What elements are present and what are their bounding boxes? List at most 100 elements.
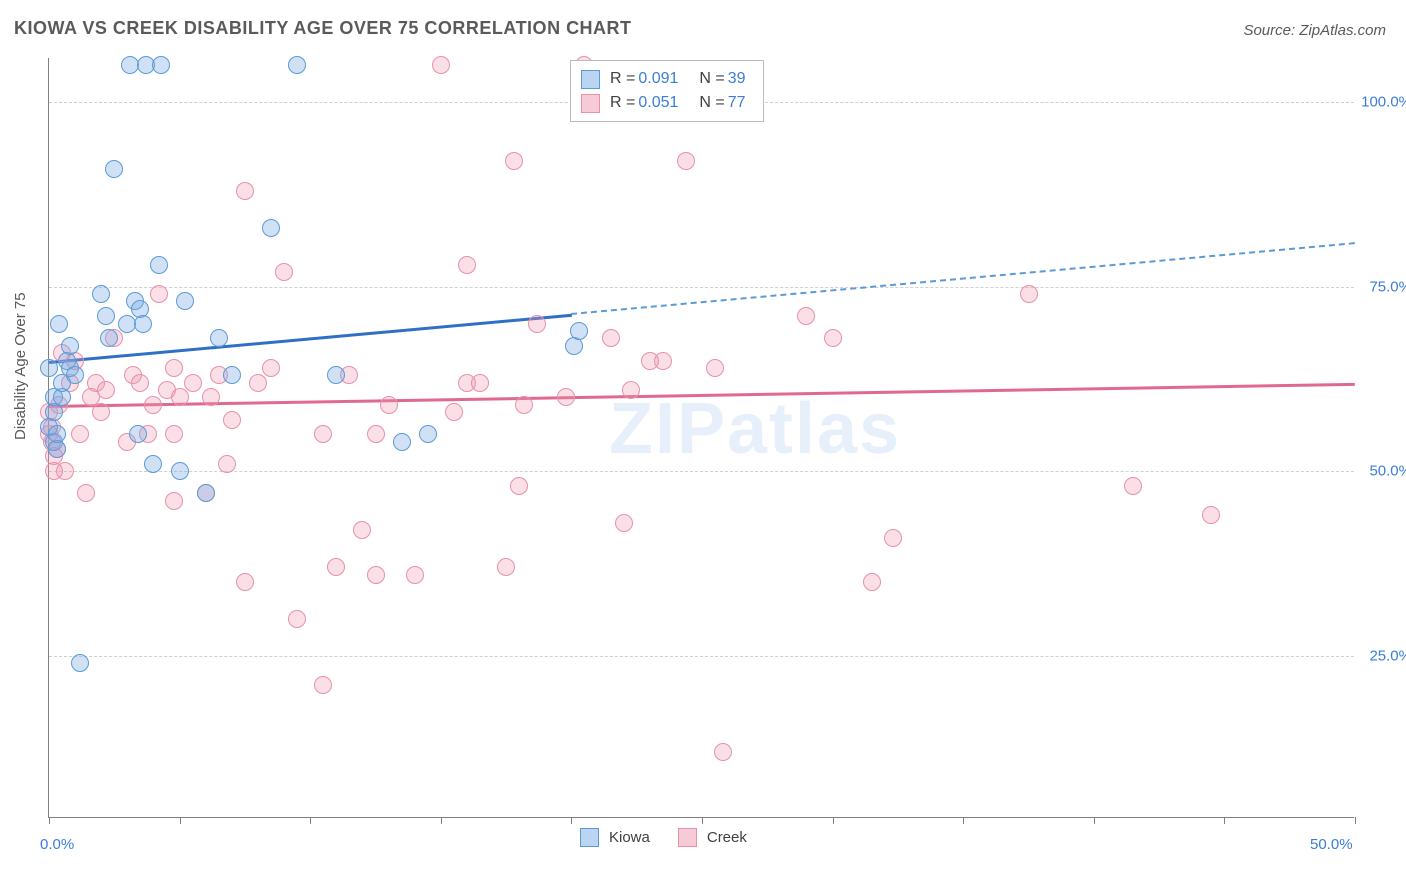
- scatter-point-pink: [510, 477, 528, 495]
- scatter-point-pink: [445, 403, 463, 421]
- x-tick: [1224, 817, 1225, 824]
- scatter-point-blue: [97, 307, 115, 325]
- scatter-point-pink: [202, 388, 220, 406]
- scatter-point-pink: [144, 396, 162, 414]
- x-tick: [49, 817, 50, 824]
- scatter-point-pink: [515, 396, 533, 414]
- scatter-point-pink: [497, 558, 515, 576]
- stats-row: R = 0.091N = 39: [581, 67, 749, 91]
- scatter-point-pink: [165, 359, 183, 377]
- scatter-point-blue: [176, 292, 194, 310]
- gridline: [49, 471, 1354, 472]
- gridline: [49, 656, 1354, 657]
- source-attribution: Source: ZipAtlas.com: [1243, 22, 1386, 39]
- gridline: [49, 287, 1354, 288]
- legend-item: Kiowa: [580, 828, 650, 847]
- stat-r-label: R =: [610, 70, 635, 88]
- scatter-point-pink: [1202, 506, 1220, 524]
- y-axis-label: Disability Age Over 75: [12, 292, 29, 440]
- scatter-point-pink: [262, 359, 280, 377]
- y-tick-label: 50.0%: [1360, 463, 1406, 480]
- legend-label: Kiowa: [609, 829, 650, 846]
- legend-label: Creek: [707, 829, 747, 846]
- stats-row: R = 0.051N = 77: [581, 91, 749, 115]
- scatter-point-blue: [152, 56, 170, 74]
- scatter-point-pink: [714, 743, 732, 761]
- scatter-point-blue: [129, 425, 147, 443]
- scatter-point-pink: [884, 529, 902, 547]
- scatter-point-blue: [288, 56, 306, 74]
- chart-title: KIOWA VS CREEK DISABILITY AGE OVER 75 CO…: [14, 18, 632, 39]
- x-tick: [1094, 817, 1095, 824]
- scatter-point-pink: [557, 388, 575, 406]
- scatter-point-pink: [654, 352, 672, 370]
- scatter-point-pink: [314, 425, 332, 443]
- scatter-point-blue: [61, 337, 79, 355]
- scatter-point-pink: [223, 411, 241, 429]
- scatter-point-pink: [77, 484, 95, 502]
- scatter-point-blue: [134, 315, 152, 333]
- scatter-point-blue: [262, 219, 280, 237]
- scatter-point-pink: [97, 381, 115, 399]
- scatter-point-blue: [92, 285, 110, 303]
- scatter-point-pink: [615, 514, 633, 532]
- stat-n-label: N =: [699, 94, 724, 112]
- scatter-point-blue: [66, 366, 84, 384]
- legend-swatch: [580, 828, 599, 847]
- series-legend: Kiowa Creek: [580, 828, 775, 847]
- scatter-point-pink: [706, 359, 724, 377]
- scatter-point-pink: [165, 425, 183, 443]
- scatter-point-pink: [1124, 477, 1142, 495]
- scatter-point-pink: [314, 676, 332, 694]
- scatter-point-pink: [71, 425, 89, 443]
- scatter-point-blue: [171, 462, 189, 480]
- scatter-point-pink: [458, 256, 476, 274]
- y-tick-label: 25.0%: [1360, 647, 1406, 664]
- trend-line: [49, 383, 1355, 408]
- scatter-point-pink: [824, 329, 842, 347]
- scatter-point-pink: [406, 566, 424, 584]
- stat-n-value: 39: [728, 70, 746, 88]
- scatter-point-blue: [327, 366, 345, 384]
- x-tick: [963, 817, 964, 824]
- scatter-point-blue: [48, 425, 66, 443]
- scatter-point-pink: [677, 152, 695, 170]
- trend-line: [571, 242, 1355, 315]
- y-tick-label: 100.0%: [1360, 94, 1406, 111]
- scatter-point-pink: [622, 381, 640, 399]
- scatter-point-pink: [602, 329, 620, 347]
- scatter-point-pink: [165, 492, 183, 510]
- scatter-point-blue: [40, 359, 58, 377]
- scatter-point-blue: [150, 256, 168, 274]
- scatter-point-blue: [144, 455, 162, 473]
- scatter-point-pink: [863, 573, 881, 591]
- scatter-point-blue: [105, 160, 123, 178]
- legend-swatch: [678, 828, 697, 847]
- scatter-point-pink: [131, 374, 149, 392]
- scatter-point-blue: [393, 433, 411, 451]
- scatter-point-pink: [150, 285, 168, 303]
- stat-n-value: 77: [728, 94, 746, 112]
- scatter-point-pink: [236, 573, 254, 591]
- scatter-point-pink: [218, 455, 236, 473]
- stats-legend-box: R = 0.091N = 39R = 0.051N = 77: [570, 60, 764, 122]
- scatter-point-pink: [327, 558, 345, 576]
- x-tick-label: 0.0%: [40, 836, 74, 853]
- scatter-point-pink: [171, 388, 189, 406]
- scatter-point-blue: [223, 366, 241, 384]
- scatter-plot-area: ZIPatlas 25.0%50.0%75.0%100.0%: [48, 58, 1354, 818]
- scatter-point-pink: [380, 396, 398, 414]
- x-tick: [1355, 817, 1356, 824]
- scatter-point-pink: [184, 374, 202, 392]
- scatter-point-pink: [1020, 285, 1038, 303]
- x-tick: [833, 817, 834, 824]
- x-tick: [310, 817, 311, 824]
- legend-swatch: [581, 70, 600, 89]
- legend-swatch: [581, 94, 600, 113]
- scatter-point-pink: [432, 56, 450, 74]
- scatter-point-pink: [56, 462, 74, 480]
- scatter-point-pink: [236, 182, 254, 200]
- scatter-point-blue: [210, 329, 228, 347]
- x-tick: [441, 817, 442, 824]
- legend-item: Creek: [678, 828, 747, 847]
